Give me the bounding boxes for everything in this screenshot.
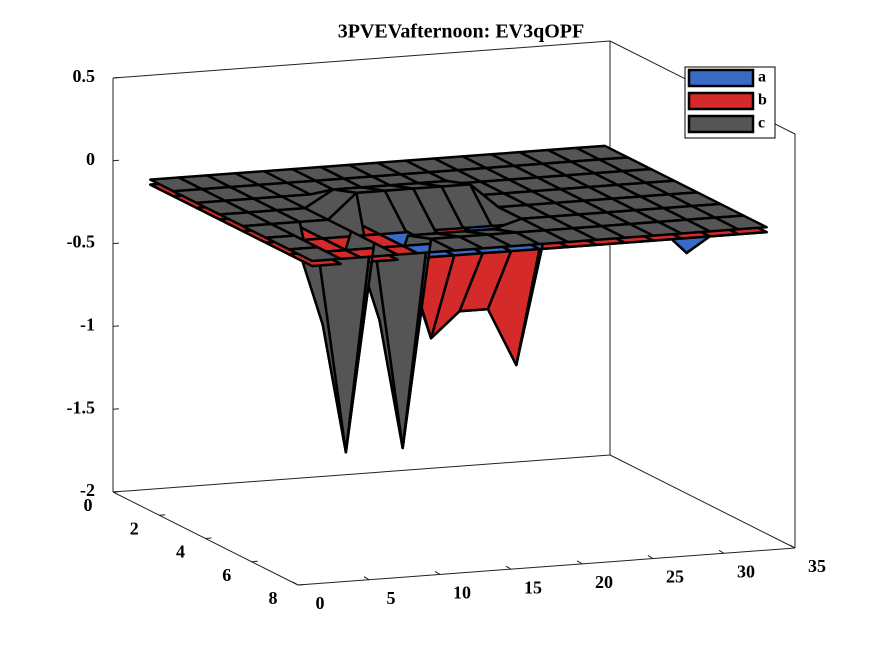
- z-tick-label: -1.5: [67, 397, 96, 417]
- axis-box: [112, 40, 611, 79]
- x-tick-label: 35: [808, 556, 826, 576]
- z-tick-label: -0.5: [67, 232, 96, 252]
- z-tick: [112, 77, 120, 79]
- y-tick-label: 4: [176, 542, 185, 562]
- x-tick-label: 30: [737, 561, 755, 581]
- x-tick: [718, 549, 725, 554]
- legend-label: a: [758, 69, 766, 86]
- y-tick: [205, 537, 212, 539]
- axis-box: [112, 454, 611, 493]
- x-tick-label: 0: [316, 593, 325, 613]
- legend-swatch: [687, 91, 755, 111]
- x-tick: [647, 555, 654, 560]
- z-tick-label: -2: [80, 480, 95, 500]
- y-tick-label: 2: [130, 518, 139, 538]
- z-tick: [112, 408, 120, 410]
- x-tick-label: 10: [453, 583, 471, 603]
- legend-swatch: [687, 68, 755, 88]
- x-tick-label: 20: [595, 572, 613, 592]
- y-tick: [251, 560, 258, 563]
- y-tick-label: 8: [269, 588, 278, 608]
- legend-swatch: [687, 114, 755, 134]
- x-tick: [576, 560, 583, 565]
- z-tick: [112, 159, 120, 162]
- z-tick: [112, 242, 120, 245]
- z-tick: [112, 325, 120, 327]
- y-tick: [297, 584, 305, 586]
- x-tick: [434, 570, 441, 575]
- z-tick-label: 0: [86, 149, 95, 169]
- chart-title: 3PVEVafternoon: EV3qOPF: [338, 21, 584, 43]
- x-tick: [363, 576, 370, 581]
- z-tick-label: -1: [80, 315, 95, 335]
- legend-label: c: [758, 115, 765, 132]
- y-tick: [112, 491, 120, 493]
- x-tick-label: 25: [666, 567, 684, 587]
- axis-box: [609, 454, 796, 549]
- x-tick-label: 5: [387, 588, 396, 608]
- x-tick: [292, 581, 299, 586]
- x-tick-label: 15: [524, 577, 542, 597]
- y-tick: [159, 514, 166, 516]
- legend-label: b: [758, 92, 767, 109]
- x-tick: [789, 544, 796, 549]
- surface-patch: [287, 246, 342, 263]
- y-tick-label: 6: [222, 565, 231, 585]
- legend: abc: [684, 66, 776, 139]
- axis-box: [297, 547, 796, 586]
- x-tick: [505, 565, 512, 570]
- z-tick-label: 0.5: [73, 66, 96, 86]
- y-tick-label: 0: [84, 495, 93, 515]
